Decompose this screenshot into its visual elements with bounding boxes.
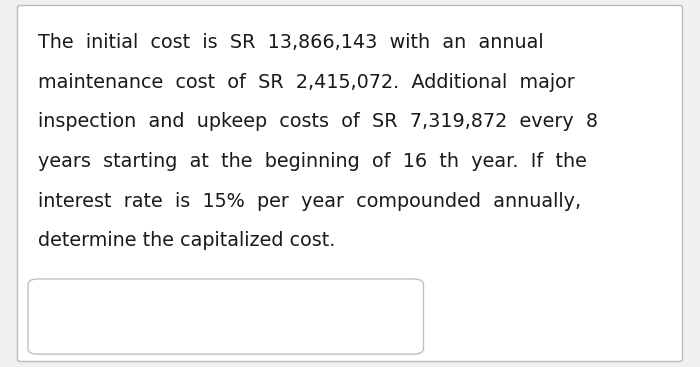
- FancyBboxPatch shape: [28, 279, 423, 354]
- Text: years  starting  at  the  beginning  of  16  th  year.  If  the: years starting at the beginning of 16 th…: [38, 152, 587, 171]
- Text: interest  rate  is  15%  per  year  compounded  annually,: interest rate is 15% per year compounded…: [38, 192, 582, 211]
- FancyBboxPatch shape: [18, 6, 682, 361]
- Text: inspection  and  upkeep  costs  of  SR  7,319,872  every  8: inspection and upkeep costs of SR 7,319,…: [38, 112, 598, 131]
- Text: determine the capitalized cost.: determine the capitalized cost.: [38, 231, 336, 250]
- Text: The  initial  cost  is  SR  13,866,143  with  an  annual: The initial cost is SR 13,866,143 with a…: [38, 33, 544, 52]
- Text: maintenance  cost  of  SR  2,415,072.  Additional  major: maintenance cost of SR 2,415,072. Additi…: [38, 73, 575, 92]
